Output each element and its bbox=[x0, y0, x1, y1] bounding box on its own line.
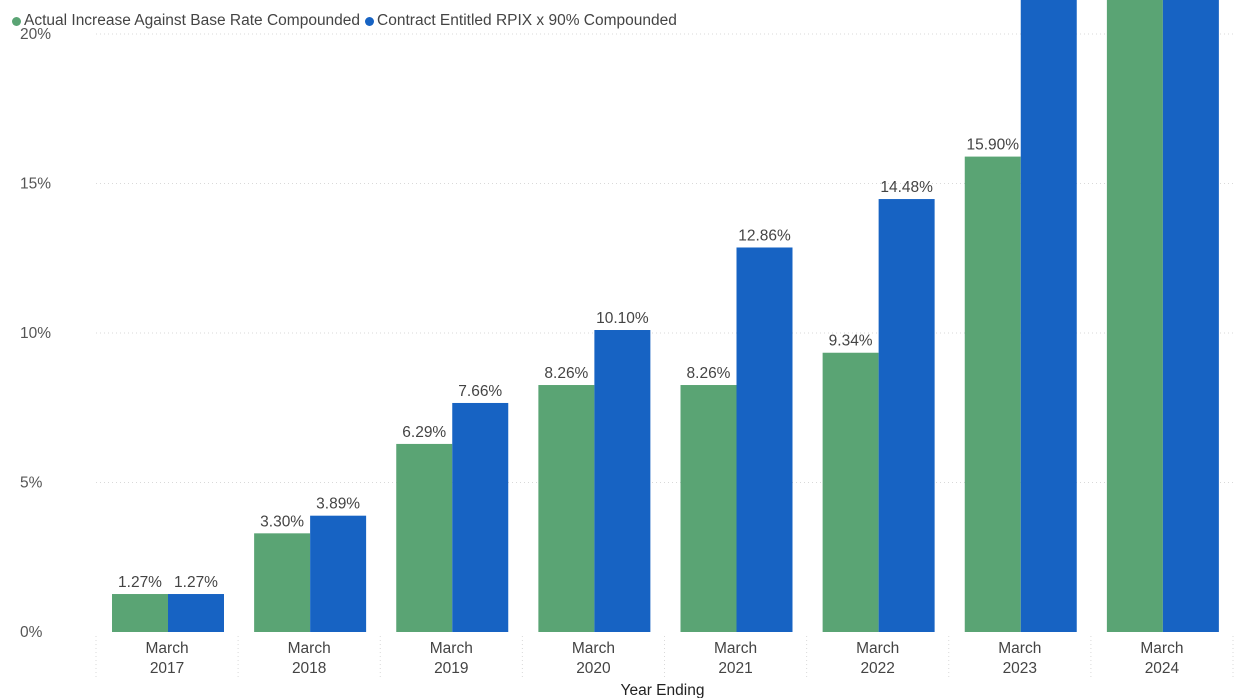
data-label-actual: 15.90% bbox=[966, 137, 1019, 154]
data-label-actual: 9.34% bbox=[829, 333, 873, 350]
bar-contract bbox=[1162, 0, 1219, 632]
data-label-actual: 8.26% bbox=[544, 365, 588, 382]
x-tick-label-line: March bbox=[714, 640, 757, 657]
data-labels: 1.27% 1.27% 3.30% 3.89% 6.29% 7.66% 8.26% 10.10… bbox=[118, 137, 1019, 591]
x-tick-label-line: 2020 bbox=[576, 660, 611, 677]
gridlines bbox=[96, 33, 1233, 483]
data-label-actual: 8.26% bbox=[687, 365, 731, 382]
x-tick-label: March 2020 bbox=[572, 640, 615, 677]
x-tick-label-line: 2023 bbox=[1003, 660, 1037, 677]
legend-dot-contract-icon bbox=[365, 16, 375, 26]
x-tick-label: March 2019 bbox=[430, 640, 473, 677]
data-label-actual: 3.30% bbox=[260, 513, 304, 530]
x-tick-label-line: 2022 bbox=[860, 660, 894, 677]
x-tick-label: March 2024 bbox=[1140, 640, 1183, 677]
x-tick-label: March 2022 bbox=[856, 640, 899, 677]
bar-contract bbox=[736, 247, 793, 632]
bar-contract bbox=[310, 515, 367, 632]
x-tick-label: March 2018 bbox=[288, 640, 331, 677]
x-tick-label: March 2023 bbox=[998, 640, 1041, 677]
bar-contract bbox=[878, 199, 935, 632]
data-label-actual: 1.27% bbox=[118, 574, 162, 591]
x-axis-title: Year Ending bbox=[621, 682, 705, 698]
bar-actual bbox=[822, 352, 879, 632]
legend-label-contract: Contract Entitled RPIX x 90% Compounded bbox=[377, 12, 677, 29]
data-label-contract: 3.89% bbox=[316, 496, 360, 513]
x-tick-label-line: 2017 bbox=[150, 660, 184, 677]
x-tick-label-line: March bbox=[146, 640, 189, 657]
bar-actual bbox=[1106, 0, 1163, 633]
bar-actual bbox=[112, 594, 168, 632]
legend-label-actual: Actual Increase Against Base Rate Compou… bbox=[24, 12, 361, 29]
x-tick-label-line: March bbox=[572, 640, 615, 657]
bar-actual bbox=[254, 533, 311, 632]
x-tick-label-line: 2018 bbox=[292, 660, 326, 677]
x-tick-label-line: 2024 bbox=[1145, 660, 1180, 677]
x-tick-label: March 2021 bbox=[714, 640, 757, 677]
y-tick-label: 15% bbox=[20, 176, 51, 193]
y-axis: 0%5%10%15%20%25%30%35% bbox=[20, 26, 51, 641]
bar-actual bbox=[396, 443, 453, 632]
data-label-contract: 12.86% bbox=[738, 227, 791, 244]
y-tick-label: 5% bbox=[20, 475, 43, 492]
data-label-contract: 1.27% bbox=[174, 574, 218, 591]
x-tick-label-line: March bbox=[430, 640, 473, 657]
bar-actual bbox=[964, 156, 1021, 632]
y-tick-label: 20% bbox=[20, 26, 51, 43]
data-label-actual: 6.29% bbox=[402, 424, 446, 441]
y-tick-label: 10% bbox=[20, 325, 51, 342]
x-tick-label-line: 2021 bbox=[718, 660, 752, 677]
bar-contract bbox=[594, 330, 651, 632]
x-tick-label: March 2017 bbox=[146, 640, 189, 677]
legend-item-actual[interactable]: Actual Increase Against Base Rate Compou… bbox=[12, 12, 360, 30]
bars bbox=[112, 0, 1219, 633]
legend: Actual Increase Against Base Rate Compou… bbox=[12, 12, 682, 30]
data-label-contract: 10.10% bbox=[596, 310, 649, 327]
x-tick-label-line: March bbox=[1140, 640, 1183, 657]
bar-actual bbox=[538, 385, 595, 632]
bar-actual bbox=[680, 385, 737, 632]
y-tick-label: 0% bbox=[20, 624, 43, 641]
x-tick-label-line: March bbox=[288, 640, 331, 657]
data-label-contract: 7.66% bbox=[458, 383, 502, 400]
x-tick-label-line: March bbox=[856, 640, 899, 657]
data-label-contract: 14.48% bbox=[880, 179, 933, 196]
legend-item-contract[interactable]: Contract Entitled RPIX x 90% Compounded bbox=[365, 12, 677, 30]
bar-contract bbox=[1020, 0, 1077, 633]
bar-contract bbox=[452, 402, 509, 632]
legend-dot-actual-icon bbox=[12, 16, 21, 26]
bar-contract bbox=[168, 594, 224, 632]
x-tick-label-line: March bbox=[998, 640, 1041, 657]
x-tick-label-line: 2019 bbox=[434, 660, 468, 677]
